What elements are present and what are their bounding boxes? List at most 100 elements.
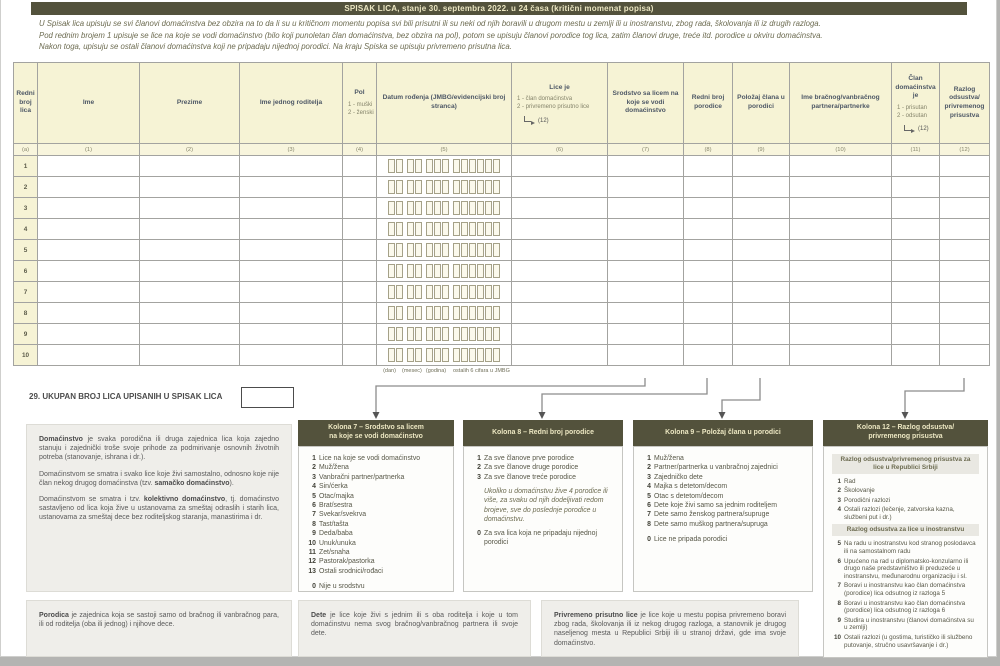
jmbg-boxes xyxy=(376,176,512,198)
list-item: 12 Pastorak/pastorka xyxy=(308,558,375,566)
list-item: 3 Za sve članove treće porodice xyxy=(477,473,576,481)
kolona12-subheader-srbija: Razlog odsustva/privremenog prisustva za… xyxy=(832,454,979,474)
kolona12-header: Kolona 12 – Razlog odsustva/ privremenog… xyxy=(823,420,988,446)
person-row: 3 xyxy=(13,197,990,219)
dete-definition-box: Dete je lice koje živi s jednim ili s ob… xyxy=(298,600,531,657)
jmbg-boxes xyxy=(376,323,512,345)
persons-table: Redni broj lica Ime Prezime Ime jednog r… xyxy=(13,62,990,366)
col-header-pol: Pol 1 - muški 2 - ženski xyxy=(342,62,377,144)
list-item: 2 Za sve članove druge porodice xyxy=(477,464,579,472)
person-row: 9 xyxy=(13,323,990,345)
list-item: 9 Studira u inostranstvu (članovi domaćin… xyxy=(837,616,974,632)
form-title-bar: SPISAK LICA, stanje 30. septembra 2022. … xyxy=(31,2,967,15)
col-header-polozaj-clana: Položaj člana u porodici xyxy=(732,62,790,144)
domacinstvo-definition-box: Domaćinstvo je svaka porodična ili druga… xyxy=(26,424,292,592)
list-item: 1 Za sve članove prve porodice xyxy=(477,455,575,462)
list-item: 0 Nije u srodstvu xyxy=(312,583,365,591)
intro-line-3: Nakon toga, upisuju se ostali članovi do… xyxy=(39,42,512,52)
kolona7-header: Kolona 7 – Srodstvo sa licem na koje se … xyxy=(298,420,454,446)
list-item: 0 Za sva lica koja ne pripadaju nijednoj … xyxy=(477,530,597,547)
list-item: 10 Ostali razlozi (u gostima, turističko … xyxy=(833,633,973,649)
jmbg-boxes xyxy=(376,155,512,177)
col-header-redni-broj-porodice: Redni broj porodice xyxy=(683,62,733,144)
list-item: 8 Tast/tašta xyxy=(312,520,349,528)
list-item: 7 Boravi u inostranstvu kao član domaćins… xyxy=(837,582,966,598)
list-item: 6 Dete koje živi samo sa jednim roditelje… xyxy=(647,502,777,510)
col-header-prezime: Prezime xyxy=(139,62,240,144)
privremeno-prisutno-definition-box: Privremeno prisutno lice je lice koje u … xyxy=(541,600,799,657)
intro-text: U Spisak lica upisuju se svi članovi dom… xyxy=(39,19,973,54)
jmbg-boxes xyxy=(376,260,512,282)
list-item: 1 Muž/žena xyxy=(647,455,684,462)
list-item: 1 Rad xyxy=(837,478,856,485)
kolona9-legend-box: 1 Muž/žena 2 Partner/partnerka u vanbračnoj… xyxy=(633,446,813,592)
jmbg-boxes xyxy=(376,281,512,303)
person-row: 10 xyxy=(13,344,990,366)
person-row: 7 xyxy=(13,281,990,303)
list-item: 3 Porodični razlozi xyxy=(837,496,891,504)
column-number-row: (a) (1) (2) (3) (4) (5) (6) (7) (8) (9) (10) (11… xyxy=(13,143,990,156)
jmbg-boxes xyxy=(376,218,512,240)
form-title: SPISAK LICA, stanje 30. septembra 2022. … xyxy=(344,4,654,13)
col-header-ime-roditelja: Ime jednog roditelja xyxy=(239,62,343,144)
intro-line-2: Pod rednim brojem 1 upisuje se lice na k… xyxy=(39,30,823,40)
person-row: 2 xyxy=(13,176,990,198)
col-header-razlog-odsustva: Razlog odsustva/ privremenog prisustva xyxy=(939,62,990,144)
kolona7-legend-box: 1 Lice na koje se vodi domaćinstvo 2 Muž/že… xyxy=(298,446,454,592)
jmbg-boxes xyxy=(376,302,512,324)
list-item: 1 Lice na koje se vodi domaćinstvo xyxy=(312,455,421,462)
kolona12-subheader-inostranstvo: Razlog odsustva za lice u inostranstvu xyxy=(832,524,979,537)
list-item: 6 Brat/sestra xyxy=(312,502,353,510)
list-item: 10 Unuk/unuka xyxy=(308,539,356,547)
goto-column-12-arrow: (12) xyxy=(892,123,939,134)
kolona8-legend-box: 1 Za sve članove prve porodice 2 Za sve čla… xyxy=(463,446,623,592)
list-item: 5 Na radu u inostranstvu kod stranog posl… xyxy=(837,540,976,556)
list-item: 5 Otac s detetom/decom xyxy=(647,492,724,500)
person-row: 1 xyxy=(13,155,990,177)
kolona8-note: Ukoliko u domaćinstvu žive 4 porodice il… xyxy=(484,488,608,523)
list-item: 3 Vanbračni partner/partnerka xyxy=(312,473,405,481)
jmbg-boxes xyxy=(376,197,512,219)
list-item: 13 Ostali srodnici/rođaci xyxy=(308,567,383,575)
total-persons-label: 29. UKUPAN BROJ LICA UPISANIH U SPISAK L… xyxy=(29,392,223,401)
jmbg-boxes xyxy=(376,239,512,261)
list-item: 2 Partner/partnerka u vanbračnoj zajednic… xyxy=(647,464,778,472)
list-item: 4 Ostali razlozi (lečenje, zatvorska kazn… xyxy=(837,505,955,521)
list-item: 7 Svekar/svekrva xyxy=(312,511,367,519)
col-header-ime: Ime xyxy=(37,62,140,144)
col-header-lice-je: Lice je 1 - član domaćinstva 2 - privreme… xyxy=(511,62,608,144)
person-row: 4 xyxy=(13,218,990,240)
intro-line-1: U Spisak lica upisuju se svi članovi dom… xyxy=(39,19,821,28)
list-item: 4 Sin/ćerka xyxy=(312,483,348,491)
kolona12-legend-box: Razlog odsustva/privremenog prisustva za… xyxy=(823,446,988,658)
list-item: 5 Otac/majka xyxy=(312,492,354,500)
person-row: 6 xyxy=(13,260,990,282)
person-row: 8 xyxy=(13,302,990,324)
list-item: 3 Zajedničko dete xyxy=(647,473,703,481)
list-item: 4 Majka s detetom/decom xyxy=(647,483,728,491)
jmbg-field-labels: (dan) (mesec) (godina) ostalih 6 cifara … xyxy=(383,368,510,374)
person-row: 5 xyxy=(13,239,990,261)
list-item: 2 Muž/žena xyxy=(312,464,349,472)
col-header-ime-partnera: Ime bračnog/vanbračnog partnera/partnerk… xyxy=(789,62,892,144)
col-header-clan-domacinstva: Član domaćinstva je 1 - prisutan 2 - odsu… xyxy=(891,62,940,144)
total-persons-box xyxy=(241,387,294,408)
col-header-redni-broj: Redni broj lica xyxy=(13,62,38,144)
jmbg-boxes xyxy=(376,344,512,366)
kolona8-header: Kolona 8 – Redni broj porodice xyxy=(463,420,623,446)
list-item: 6 Upućeno na rad u diplomatsko-konzularno… xyxy=(837,557,969,581)
table-header-row: Redni broj lica Ime Prezime Ime jednog r… xyxy=(13,62,990,144)
list-item: 8 Boravi u inostranstvu kao član domaćins… xyxy=(837,599,966,615)
list-item: 2 Školovanje xyxy=(837,487,875,495)
list-item: 8 Dete samo muškog partnera/supruga xyxy=(647,520,768,528)
list-item: 7 Dete samo ženskog partnera/supruge xyxy=(647,511,770,519)
list-item: 0 Lice ne pripada porodici xyxy=(647,536,728,544)
list-item: 9 Deda/baba xyxy=(312,530,353,538)
goto-column-12-arrow: (12) xyxy=(512,114,607,125)
col-header-datum-rodjenja: Datum rođenja (JMBG/evidencijski broj st… xyxy=(376,62,512,144)
col-header-srodstvo: Srodstvo sa licem na koje se vodi domaći… xyxy=(607,62,684,144)
porodica-definition-box: Porodica je zajednica koja se sastoji sa… xyxy=(26,600,292,657)
kolona9-header: Kolona 9 – Položaj člana u porodici xyxy=(633,420,813,446)
list-item: 11 Zet/snaha xyxy=(308,549,350,557)
